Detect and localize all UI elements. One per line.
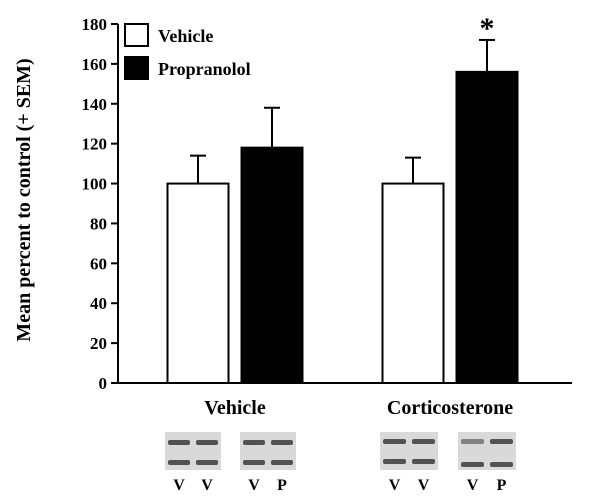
bar-vehicle-corticosterone	[381, 182, 445, 384]
blot-image	[380, 432, 438, 470]
blot-lane-label: V	[201, 477, 213, 494]
blot-band	[271, 460, 293, 465]
annotations: *	[480, 12, 495, 45]
blot-lane-label: V	[248, 477, 260, 494]
bar-propranolol-corticosterone	[455, 70, 519, 384]
significance-marker: *	[480, 12, 495, 45]
y-tick-label: 20	[90, 334, 107, 353]
blot-band	[490, 462, 513, 467]
blot-band	[490, 439, 513, 444]
bar-vehicle-vehicle	[166, 182, 230, 384]
blot-band	[243, 440, 265, 445]
category-label: Vehicle	[204, 397, 266, 419]
y-tick-label: 100	[82, 175, 108, 194]
y-tick-label: 60	[90, 254, 107, 273]
legend-swatch	[124, 56, 149, 80]
y-tick-label: 160	[82, 55, 108, 74]
legend-swatch	[124, 23, 149, 47]
blot-band	[461, 439, 484, 444]
y-axis-label: Mean percent to control (+ SEM)	[13, 58, 35, 341]
bars	[166, 38, 519, 384]
y-tick-label: 120	[82, 135, 108, 154]
blot-band	[461, 462, 484, 467]
blot-lane-label: V	[467, 477, 479, 494]
y-tick-label: 80	[90, 214, 107, 233]
blot-band	[412, 439, 435, 444]
bar-propranolol-vehicle	[240, 146, 304, 384]
blot-band	[168, 460, 190, 465]
category-label: Corticosterone	[387, 397, 513, 419]
legend: Vehicle Propranolol	[124, 23, 251, 80]
blot-band	[271, 440, 293, 445]
blot-band	[412, 459, 435, 464]
y-tick-label: 40	[90, 294, 107, 313]
y-tick-label: 140	[82, 95, 108, 114]
legend-label: Vehicle	[158, 26, 213, 46]
blot-band	[383, 439, 406, 444]
category-labels: Vehicle Corticosterone	[204, 397, 513, 419]
blot-band	[383, 459, 406, 464]
blot-band	[243, 460, 265, 465]
y-tick-label: 180	[82, 15, 108, 34]
legend-label: Propranolol	[158, 59, 251, 79]
blot-band	[196, 460, 218, 465]
blot-lane-label: V	[389, 477, 401, 494]
blot-lane-label: V	[173, 477, 185, 494]
blot-lane-label: P	[277, 477, 287, 494]
blot-band	[196, 440, 218, 445]
blot-lane-label: P	[497, 477, 507, 494]
blot-lane-label: V	[418, 477, 430, 494]
y-tick-label: 0	[99, 374, 108, 393]
y-axis: 0 20 40 60 80 100 120 140 160 180	[82, 15, 572, 393]
blot-band	[168, 440, 190, 445]
